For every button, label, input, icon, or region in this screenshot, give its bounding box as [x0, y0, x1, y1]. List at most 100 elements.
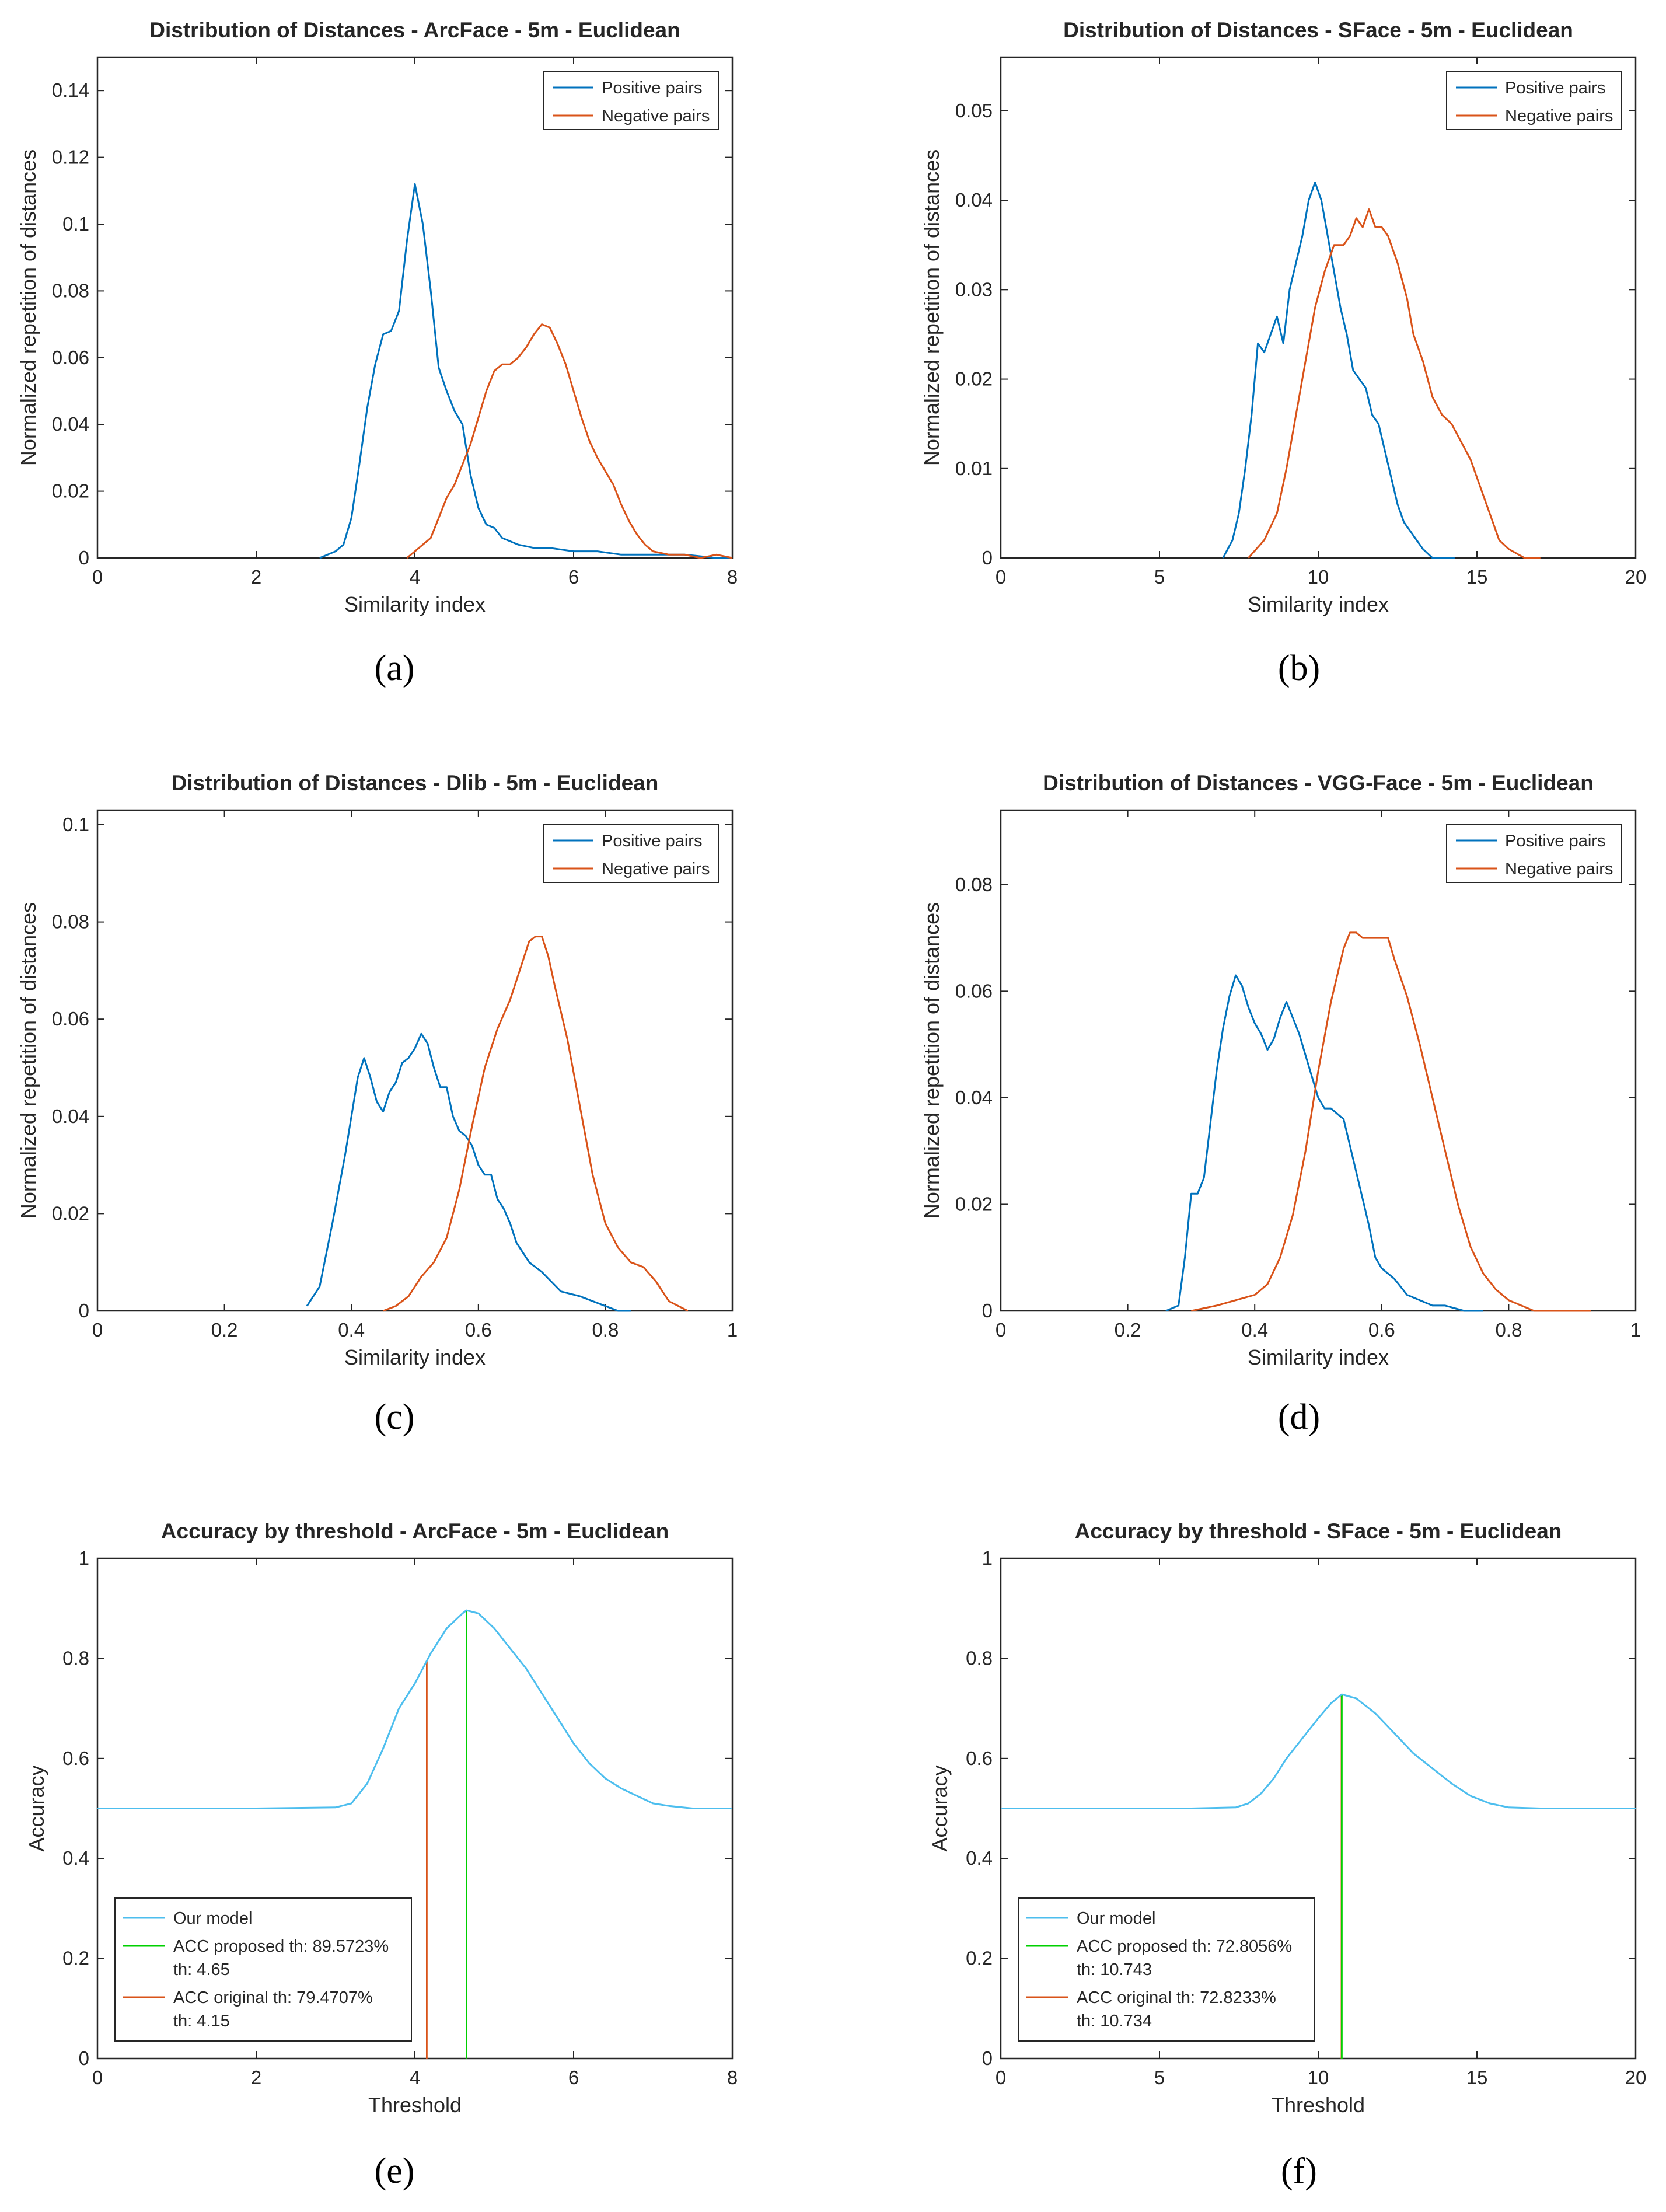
x-tick-label: 2 [251, 566, 261, 588]
legend-label: Negative pairs [1505, 107, 1613, 125]
panel-a: Distribution of Distances - ArcFace - 5m… [16, 18, 738, 688]
x-tick-label: 10 [1308, 566, 1329, 588]
subfigure-caption: (a) [375, 648, 415, 688]
y-tick-label: 0 [982, 547, 993, 568]
y-axis-label: Accuracy [928, 1765, 952, 1851]
x-tick-label: 15 [1466, 566, 1488, 588]
legend-label: th: 4.15 [173, 2012, 230, 2030]
chart-title: Distribution of Distances - SFace - 5m -… [1063, 18, 1573, 42]
x-tick-label: 0.4 [1241, 1319, 1268, 1341]
x-axis-label: Threshold [368, 2093, 462, 2117]
x-tick-label: 0.2 [211, 1319, 238, 1341]
y-tick-label: 0 [79, 547, 89, 568]
y-axis-label: Accuracy [25, 1765, 48, 1851]
x-tick-label: 20 [1625, 2067, 1647, 2088]
panel-b: Distribution of Distances - SFace - 5m -… [920, 18, 1646, 688]
x-tick-label: 0.4 [338, 1319, 365, 1341]
y-tick-label: 0.14 [52, 79, 89, 101]
subfigure-caption: (d) [1278, 1397, 1320, 1437]
legend-label: th: 4.65 [173, 1960, 230, 1979]
legend-box [1018, 1897, 1315, 2042]
y-tick-label: 0.04 [955, 189, 993, 211]
x-tick-label: 1 [1630, 1319, 1641, 1341]
series-line-negative-pairs [1191, 931, 1591, 1312]
legend-box [1446, 71, 1622, 130]
y-axis-label: Normalized repetition of distances [920, 902, 944, 1219]
x-axis-label: Similarity index [1248, 592, 1389, 616]
y-tick-label: 0.06 [52, 1008, 89, 1030]
series-line-our-model [1001, 1693, 1636, 1809]
x-axis-label: Similarity index [1248, 1345, 1389, 1369]
y-tick-label: 0 [79, 2047, 89, 2069]
series-line-our-model [97, 1609, 732, 1809]
chart-title: Distribution of Distances - VGG-Face - 5… [1043, 771, 1594, 795]
legend-label: Negative pairs [1505, 860, 1613, 878]
legend-label: ACC proposed th: 89.5723% [173, 1937, 389, 1956]
series-line-positive-pairs [319, 183, 732, 559]
y-tick-label: 0.01 [955, 458, 993, 479]
series-line-positive-pairs [1165, 974, 1483, 1312]
chart-title: Accuracy by threshold - SFace - 5m - Euc… [1075, 1519, 1562, 1543]
legend-label: th: 10.734 [1077, 2012, 1152, 2030]
y-tick-label: 1 [982, 1547, 993, 1569]
legend-label: Positive pairs [602, 79, 702, 97]
series-line-negative-pairs [406, 323, 733, 559]
series-line-negative-pairs [1248, 208, 1541, 559]
x-tick-label: 2 [251, 2067, 261, 2088]
panel-f: Accuracy by threshold - SFace - 5m - Euc… [928, 1519, 1646, 2191]
y-tick-label: 0.04 [955, 1087, 993, 1108]
x-tick-label: 10 [1308, 2067, 1329, 2088]
x-tick-label: 1 [727, 1319, 738, 1341]
x-axis-label: Threshold [1272, 2093, 1365, 2117]
y-tick-label: 0.6 [966, 1747, 993, 1769]
x-tick-label: 4 [410, 2067, 420, 2088]
y-tick-label: 0.02 [52, 1202, 89, 1224]
legend-label: th: 10.743 [1077, 1960, 1152, 1979]
panel-c: Distribution of Distances - Dlib - 5m - … [16, 771, 738, 1437]
x-tick-label: 4 [410, 566, 420, 588]
y-tick-label: 0.06 [52, 347, 89, 368]
x-tick-label: 0.6 [1368, 1319, 1395, 1341]
x-tick-label: 0.8 [1495, 1319, 1522, 1341]
y-tick-label: 0.08 [955, 874, 993, 895]
y-tick-label: 0.06 [955, 980, 993, 1002]
y-tick-label: 0.05 [955, 100, 993, 121]
legend-label: Our model [173, 1909, 252, 1928]
y-tick-label: 0 [982, 2047, 993, 2069]
axes-frame [1000, 809, 1637, 1312]
legend-label: ACC proposed th: 72.8056% [1077, 1937, 1292, 1956]
x-axis-label: Similarity index [344, 592, 486, 616]
y-tick-label: 0.04 [52, 413, 89, 435]
y-axis-label: Normalized repetition of distances [16, 902, 40, 1219]
x-tick-label: 0.8 [592, 1319, 619, 1341]
y-axis-label: Normalized repetition of distances [920, 149, 944, 466]
subfigure-caption: (c) [375, 1397, 415, 1437]
chart-title: Distribution of Distances - Dlib - 5m - … [172, 771, 659, 795]
x-tick-label: 0.6 [465, 1319, 492, 1341]
y-tick-label: 0.6 [62, 1747, 89, 1769]
x-tick-label: 8 [727, 566, 738, 588]
y-tick-label: 0.04 [52, 1105, 89, 1127]
y-tick-label: 0.4 [966, 1847, 993, 1869]
y-tick-label: 0.8 [62, 1647, 89, 1669]
chart-title: Accuracy by threshold - ArcFace - 5m - E… [161, 1519, 669, 1543]
y-tick-label: 0.03 [955, 278, 993, 300]
panel-e: Accuracy by threshold - ArcFace - 5m - E… [25, 1519, 738, 2191]
y-tick-label: 0.12 [52, 146, 89, 168]
legend-box [543, 824, 719, 883]
y-tick-label: 0.02 [52, 480, 89, 502]
y-tick-label: 0.02 [955, 368, 993, 390]
y-tick-label: 0.4 [62, 1847, 89, 1869]
legend-box [543, 71, 719, 130]
legend-label: Positive pairs [1505, 832, 1605, 850]
legend-label: Negative pairs [602, 107, 710, 125]
legend-label: ACC original th: 72.8233% [1077, 1988, 1276, 2007]
x-tick-label: 0 [92, 1319, 103, 1341]
y-tick-label: 0.08 [52, 280, 89, 301]
legend-label: Positive pairs [1505, 79, 1605, 97]
legend-label: Positive pairs [602, 832, 702, 850]
x-tick-label: 0 [996, 566, 1006, 588]
y-tick-label: 0 [982, 1300, 993, 1321]
legend-label: ACC original th: 79.4707% [173, 1988, 373, 2007]
